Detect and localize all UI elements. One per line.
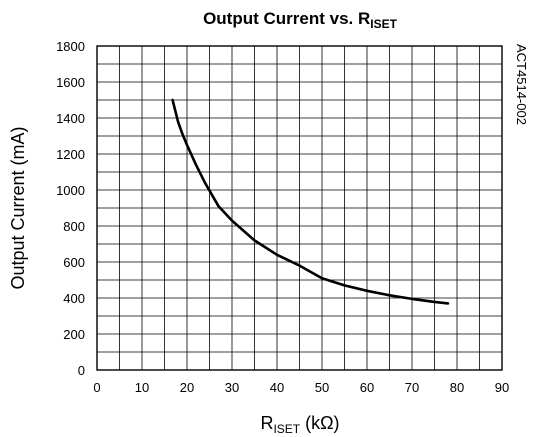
x-tick-label: 10 [135, 380, 149, 395]
x-tick-labels: 0 10 20 30 40 50 60 70 80 90 [93, 380, 509, 395]
grid-lines [97, 46, 502, 370]
x-tick-label: 50 [315, 380, 329, 395]
y-tick-label: 1800 [56, 39, 85, 54]
y-tick-label: 0 [78, 363, 85, 378]
x-axis-label: RISET (kΩ) [260, 413, 339, 436]
plot-frame [96, 45, 503, 371]
y-tick-label: 1000 [56, 183, 85, 198]
x-tick-label: 20 [180, 380, 194, 395]
x-tick-label: 80 [450, 380, 464, 395]
chart-title-main: Output Current vs. R [203, 9, 370, 28]
y-tick-label: 1400 [56, 111, 85, 126]
y-tick-label: 400 [63, 291, 85, 306]
x-axis-label-subscript: ISET [273, 422, 300, 436]
plot-border [96, 45, 503, 371]
x-tick-label: 60 [360, 380, 374, 395]
x-axis-label-unit: (kΩ) [300, 413, 339, 433]
chart-title: Output Current vs. RISET [203, 9, 398, 31]
x-tick-label: 40 [270, 380, 284, 395]
x-axis-label-main: R [260, 413, 273, 433]
y-tick-label: 1200 [56, 147, 85, 162]
figure-code: ACT4514-002 [514, 44, 529, 125]
y-tick-label: 1600 [56, 75, 85, 90]
y-tick-label: 800 [63, 219, 85, 234]
x-tick-label: 0 [93, 380, 100, 395]
y-axis-label: Output Current (mA) [8, 126, 28, 289]
x-tick-label: 70 [405, 380, 419, 395]
x-tick-label: 90 [495, 380, 509, 395]
y-tick-label: 600 [63, 255, 85, 270]
series-group [171, 98, 450, 305]
y-tick-labels: 0 200 400 600 800 1000 1200 1400 1600 1800 [56, 39, 85, 378]
x-tick-label: 30 [225, 380, 239, 395]
y-tick-label: 200 [63, 327, 85, 342]
chart-title-subscript: ISET [370, 17, 397, 31]
series-line-output-current [171, 98, 450, 305]
